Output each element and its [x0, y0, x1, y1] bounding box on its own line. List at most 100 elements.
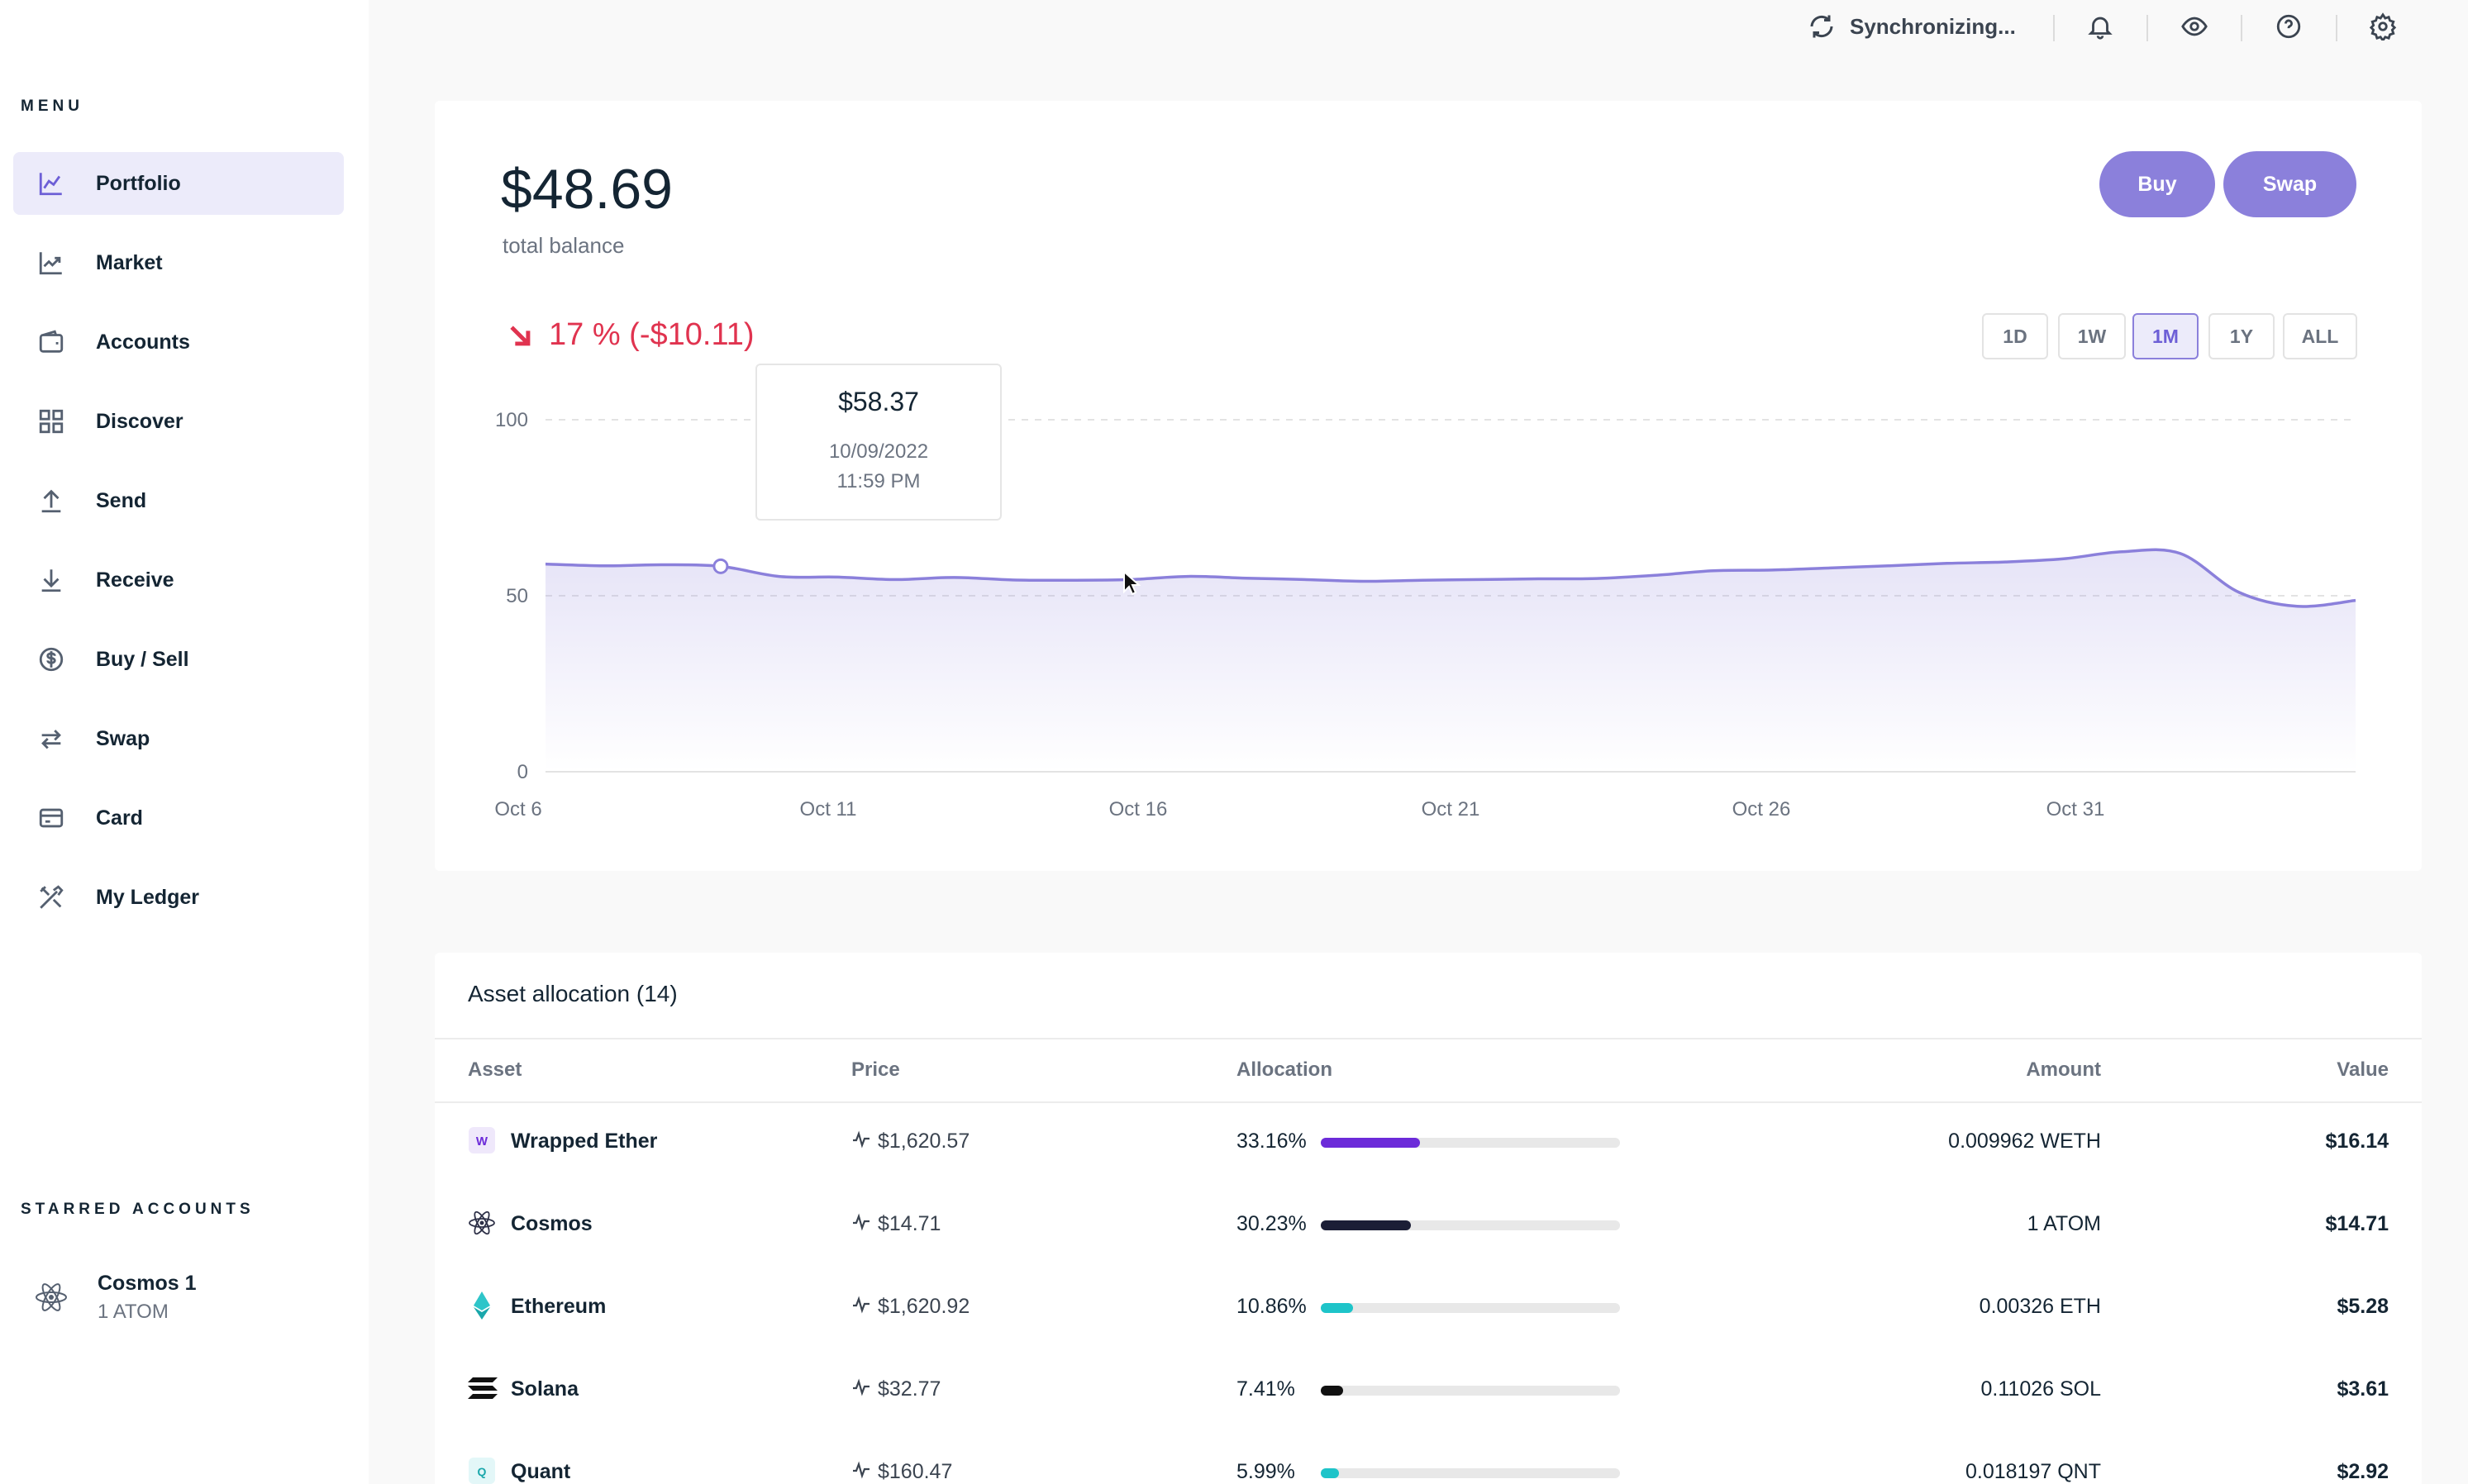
allocation-bar — [1321, 1386, 1620, 1396]
asset-value: $2.92 — [2337, 1460, 2389, 1483]
bell-icon[interactable] — [2084, 11, 2116, 42]
asset-allocation-pct: 5.99% — [1236, 1460, 1295, 1483]
starred-account-cosmos-1[interactable]: Cosmos 1 1 ATOM — [33, 1264, 347, 1330]
asset-price: $160.47 — [878, 1460, 953, 1483]
x-tick-label: Oct 21 — [1422, 798, 1480, 820]
allocation-bar-fill — [1321, 1468, 1339, 1478]
column-header-amount[interactable]: Amount — [2026, 1058, 2101, 1081]
chart-line-icon — [36, 169, 66, 198]
asset-amount: 0.11026 SOL — [1980, 1377, 2101, 1401]
tooltip-value: $58.37 — [838, 387, 919, 416]
chart-area — [546, 549, 2356, 772]
asset-amount: 1 ATOM — [2027, 1212, 2101, 1235]
column-header-value[interactable]: Value — [2337, 1058, 2389, 1081]
weth-icon: W — [469, 1127, 495, 1153]
sidebar: MENU Portfolio Market Accounts Discover … — [0, 0, 369, 1484]
sidebar-item-market[interactable]: Market — [13, 231, 344, 294]
x-tick-label: Oct 6 — [494, 798, 541, 820]
table-row[interactable]: Q Quant $160.47 5.99% 0.018197 QNT $2.92 — [435, 1432, 2422, 1484]
sidebar-item-label: Accounts — [96, 330, 190, 354]
divider — [435, 1101, 2422, 1103]
asset-allocation-card: Asset allocation (14) Asset Price Alloca… — [435, 953, 2422, 1484]
starred-account-name: Cosmos 1 — [98, 1271, 197, 1295]
sidebar-item-receive[interactable]: Receive — [13, 549, 344, 611]
range-1m-button[interactable]: 1M — [2132, 313, 2199, 359]
asset-allocation-pct: 10.86% — [1236, 1295, 1307, 1318]
tooltip-time: 11:59 PM — [836, 470, 921, 492]
sidebar-item-accounts[interactable]: Accounts — [13, 311, 344, 373]
table-row[interactable]: W Wrapped Ether $1,620.57 33.16% 0.00996… — [435, 1101, 2422, 1184]
sidebar-item-label: Receive — [96, 568, 174, 592]
allocation-bar-fill — [1321, 1386, 1343, 1396]
chart-hover-point — [712, 558, 729, 574]
balance-chart[interactable]: 100 50 0 Oct 6 Oct 11 Oct 16 Oct 21 Oct 26 Oct … — [435, 101, 2422, 871]
asset-price-cell: $160.47 — [851, 1460, 952, 1484]
range-1w-button[interactable]: 1W — [2058, 313, 2126, 359]
asset-amount: 0.018197 QNT — [1965, 1460, 2101, 1483]
asset-name: Quant — [511, 1460, 571, 1483]
allocation-bar-fill — [1321, 1220, 1412, 1230]
cosmos-icon — [36, 1283, 67, 1311]
arrow-up-icon — [36, 486, 66, 516]
chart-tooltip: $58.37 10/09/2022 11:59 PM — [755, 364, 1002, 521]
x-tick-label: Oct 16 — [1109, 798, 1168, 820]
asset-icon-letter: Q — [478, 1465, 487, 1478]
asset-name: Wrapped Ether — [511, 1130, 658, 1153]
divider — [435, 1038, 2422, 1039]
eye-icon[interactable] — [2179, 11, 2210, 42]
buy-button[interactable]: Buy — [2099, 151, 2215, 217]
asset-amount: 0.009962 WETH — [1948, 1130, 2101, 1153]
sidebar-item-label: Portfolio — [96, 171, 181, 195]
column-header-allocation[interactable]: Allocation — [1236, 1058, 1333, 1081]
table-row[interactable]: Solana $32.77 7.41% 0.11026 SOL $3.61 — [435, 1349, 2422, 1432]
range-1d-button[interactable]: 1D — [1982, 313, 2048, 359]
chart-line — [545, 548, 2356, 608]
sidebar-item-swap[interactable]: Swap — [13, 707, 344, 770]
asset-name: Solana — [511, 1377, 579, 1401]
ethereum-icon — [474, 1291, 490, 1320]
sidebar-item-my-ledger[interactable]: My Ledger — [13, 866, 344, 929]
arrow-down-icon — [36, 565, 66, 595]
asset-value: $16.14 — [2325, 1130, 2389, 1153]
sidebar-item-label: Buy / Sell — [96, 647, 189, 671]
cosmos-icon — [469, 1211, 495, 1235]
asset-price-cell: $1,620.57 — [851, 1130, 970, 1153]
activity-icon — [853, 1296, 870, 1314]
sidebar-item-card[interactable]: Card — [13, 787, 344, 849]
gear-icon[interactable] — [2367, 11, 2399, 42]
help-icon[interactable] — [2273, 11, 2304, 42]
x-tick-label: Oct 11 — [800, 798, 857, 820]
balance-change-value: 17 % (-$10.11) — [549, 317, 755, 352]
activity-icon — [853, 1130, 870, 1149]
swap-button[interactable]: Swap — [2223, 151, 2356, 217]
sidebar-item-label: My Ledger — [96, 885, 200, 909]
trend-icon — [36, 248, 66, 278]
solana-icon — [468, 1377, 498, 1399]
sidebar-item-buy-sell[interactable]: Buy / Sell — [13, 628, 344, 691]
range-all-button[interactable]: ALL — [2283, 313, 2357, 359]
sidebar-item-discover[interactable]: Discover — [13, 390, 344, 453]
table-row[interactable]: Cosmos $14.71 30.23% 1 ATOM $14.71 — [435, 1184, 2422, 1267]
quant-icon: Q — [469, 1458, 495, 1484]
asset-value: $5.28 — [2337, 1295, 2389, 1318]
asset-allocation-pct: 33.16% — [1236, 1130, 1307, 1153]
allocation-bar — [1321, 1303, 1620, 1313]
sync-label: Synchronizing... — [1850, 13, 2016, 39]
starred-accounts-title: STARRED ACCOUNTS — [21, 1201, 255, 1218]
column-header-price[interactable]: Price — [851, 1058, 900, 1081]
column-header-asset[interactable]: Asset — [468, 1058, 522, 1081]
asset-price: $32.77 — [878, 1377, 941, 1401]
activity-icon — [853, 1461, 870, 1479]
sidebar-item-portfolio[interactable]: Portfolio — [13, 152, 344, 215]
asset-value: $14.71 — [2325, 1212, 2389, 1235]
activity-icon — [853, 1378, 870, 1396]
dollar-icon — [36, 644, 66, 674]
arrow-down-right-icon — [510, 325, 531, 345]
asset-icon-letter: W — [476, 1134, 488, 1149]
sidebar-item-send[interactable]: Send — [13, 469, 344, 532]
asset-price-cell: $1,620.92 — [851, 1295, 970, 1319]
allocation-bar — [1321, 1468, 1620, 1478]
table-row[interactable]: Ethereum $1,620.92 10.86% 0.00326 ETH $5… — [435, 1267, 2422, 1349]
range-1y-button[interactable]: 1Y — [2208, 313, 2275, 359]
tooltip-date: 10/09/2022 — [828, 440, 929, 463]
